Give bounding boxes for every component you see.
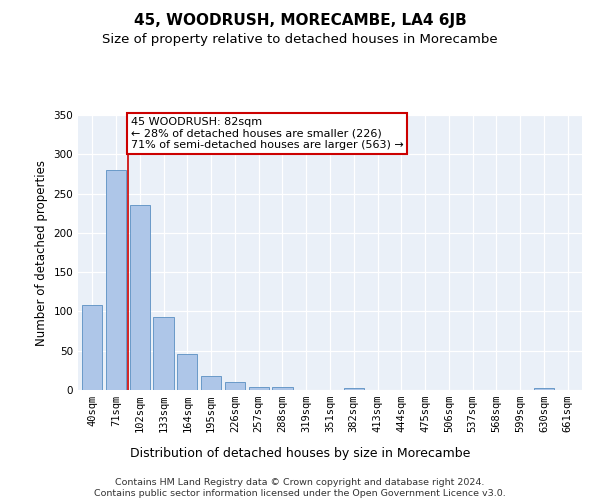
Y-axis label: Number of detached properties: Number of detached properties — [35, 160, 48, 346]
Bar — [344, 388, 364, 390]
Bar — [177, 354, 197, 390]
Bar — [154, 317, 173, 390]
Text: Size of property relative to detached houses in Morecambe: Size of property relative to detached ho… — [102, 32, 498, 46]
Bar — [82, 305, 103, 390]
Bar — [248, 387, 269, 390]
Text: Distribution of detached houses by size in Morecambe: Distribution of detached houses by size … — [130, 448, 470, 460]
Bar — [534, 388, 554, 390]
Bar — [225, 382, 245, 390]
Text: 45 WOODRUSH: 82sqm
← 28% of detached houses are smaller (226)
71% of semi-detach: 45 WOODRUSH: 82sqm ← 28% of detached hou… — [131, 116, 404, 150]
Text: Contains HM Land Registry data © Crown copyright and database right 2024.
Contai: Contains HM Land Registry data © Crown c… — [94, 478, 506, 498]
Text: 45, WOODRUSH, MORECAMBE, LA4 6JB: 45, WOODRUSH, MORECAMBE, LA4 6JB — [134, 12, 466, 28]
Bar — [130, 206, 150, 390]
Bar — [272, 387, 293, 390]
Bar — [201, 376, 221, 390]
Bar — [106, 170, 126, 390]
